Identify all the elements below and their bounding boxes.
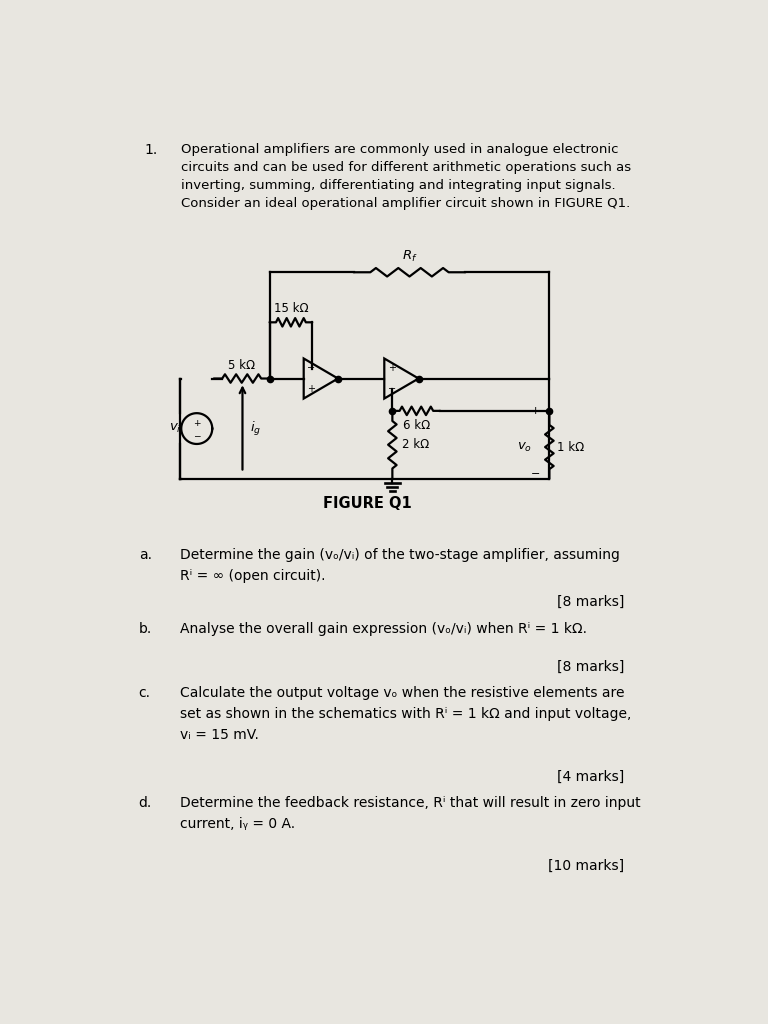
Text: +: + xyxy=(193,419,200,428)
Text: +: + xyxy=(307,384,316,394)
Text: inverting, summing, differentiating and integrating input signals.: inverting, summing, differentiating and … xyxy=(181,179,616,193)
Text: Consider an ideal operational amplifier circuit shown in FIGURE Q1.: Consider an ideal operational amplifier … xyxy=(181,198,631,210)
Text: Analyse the overall gain expression (vₒ/vᵢ) when Rⁱ = 1 kΩ.: Analyse the overall gain expression (vₒ/… xyxy=(180,622,587,636)
Text: 1 kΩ: 1 kΩ xyxy=(557,440,584,454)
Text: Rⁱ = ∞ (open circuit).: Rⁱ = ∞ (open circuit). xyxy=(180,569,325,583)
Text: Determine the feedback resistance, Rⁱ that will result in zero input: Determine the feedback resistance, Rⁱ th… xyxy=(180,796,641,810)
Text: b.: b. xyxy=(139,622,152,636)
Text: set as shown in the schematics with Rⁱ = 1 kΩ and input voltage,: set as shown in the schematics with Rⁱ =… xyxy=(180,707,631,721)
Text: 2 kΩ: 2 kΩ xyxy=(402,438,429,452)
Text: Calculate the output voltage vₒ when the resistive elements are: Calculate the output voltage vₒ when the… xyxy=(180,685,624,699)
Text: 6 kΩ: 6 kΩ xyxy=(402,419,430,431)
Text: [8 marks]: [8 marks] xyxy=(557,660,624,674)
Text: 15 kΩ: 15 kΩ xyxy=(273,302,308,315)
Text: $R_f$: $R_f$ xyxy=(402,249,417,264)
Text: current, iᵧ = 0 A.: current, iᵧ = 0 A. xyxy=(180,817,295,830)
Text: −: − xyxy=(193,431,200,440)
Text: [10 marks]: [10 marks] xyxy=(548,859,624,873)
Text: −: − xyxy=(531,469,540,479)
Text: −: − xyxy=(388,384,396,394)
Text: $i_g$: $i_g$ xyxy=(250,420,261,437)
Text: +: + xyxy=(531,406,540,416)
Text: d.: d. xyxy=(139,796,152,810)
Text: −: − xyxy=(307,362,316,373)
Text: +: + xyxy=(388,362,396,373)
Text: $v_o$: $v_o$ xyxy=(517,440,532,454)
Text: 5 kΩ: 5 kΩ xyxy=(228,358,255,372)
Text: 1.: 1. xyxy=(144,143,157,157)
Text: [8 marks]: [8 marks] xyxy=(557,595,624,608)
Text: Operational amplifiers are commonly used in analogue electronic: Operational amplifiers are commonly used… xyxy=(181,143,619,156)
Text: $v_i$: $v_i$ xyxy=(169,422,181,435)
Text: [4 marks]: [4 marks] xyxy=(558,770,624,784)
Text: Determine the gain (vₒ/vᵢ) of the two-stage amplifier, assuming: Determine the gain (vₒ/vᵢ) of the two-st… xyxy=(180,548,620,562)
Text: FIGURE Q1: FIGURE Q1 xyxy=(323,496,412,511)
Text: c.: c. xyxy=(139,685,151,699)
Text: circuits and can be used for different arithmetic operations such as: circuits and can be used for different a… xyxy=(181,161,631,174)
Text: a.: a. xyxy=(139,548,151,562)
Text: vᵢ = 15 mV.: vᵢ = 15 mV. xyxy=(180,728,259,742)
